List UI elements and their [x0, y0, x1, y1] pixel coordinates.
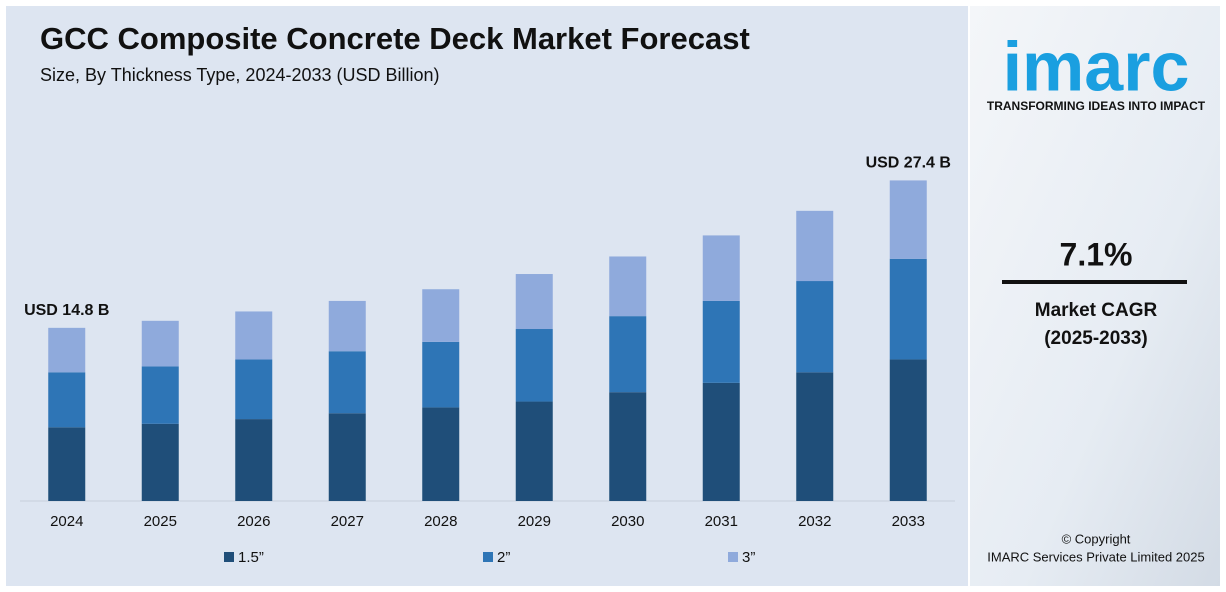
x-tick-label: 2029 [518, 513, 551, 530]
x-tick-label: 2025 [144, 513, 177, 530]
copyright: © Copyright [1062, 531, 1131, 546]
bar-segment [235, 359, 273, 420]
bar-segment [141, 423, 179, 501]
chart-subtitle: Size, By Thickness Type, 2024-2033 (USD … [40, 65, 440, 85]
x-tick-label: 2033 [892, 513, 925, 530]
bar-segment [889, 258, 927, 360]
legend-swatch [728, 552, 738, 562]
legend-swatch [224, 552, 234, 562]
x-tick-label: 2032 [798, 513, 831, 530]
company: IMARC Services Private Limited 2025 [987, 549, 1204, 564]
bar-segment [328, 300, 366, 352]
bar-segment [796, 210, 834, 282]
legend-label: 2” [497, 549, 510, 566]
cagr-label: Market CAGR [1035, 300, 1158, 321]
tagline: TRANSFORMING IDEAS INTO IMPACT [987, 99, 1206, 113]
x-tick-label: 2030 [611, 513, 644, 530]
bar-segment [702, 300, 740, 383]
bar-segment [141, 366, 179, 424]
bar-segment [48, 427, 86, 501]
x-tick-label: 2031 [705, 513, 738, 530]
bar-segment [515, 274, 553, 330]
bar-segment [48, 327, 86, 373]
bar-segment [796, 281, 834, 373]
x-tick-label: 2026 [237, 513, 270, 530]
cagr-value: 7.1% [1060, 236, 1133, 272]
logo: imarc [1003, 27, 1190, 105]
bar-segment [889, 359, 927, 501]
total-label: USD 27.4 B [866, 155, 951, 172]
total-label: USD 14.8 B [24, 302, 109, 319]
bar-segment [609, 256, 647, 317]
bar-segment [889, 180, 927, 259]
bar-segment [48, 372, 86, 428]
bar-segment [796, 372, 834, 501]
bar-segment [702, 382, 740, 501]
cagr-period: (2025-2033) [1044, 328, 1148, 349]
x-tick-label: 2028 [424, 513, 457, 530]
bar-segment [141, 320, 179, 367]
sidebar-background [970, 6, 1220, 586]
legend-label: 1.5” [238, 549, 264, 566]
bar-segment [515, 329, 553, 402]
x-tick-label: 2027 [331, 513, 364, 530]
bar-segment [609, 316, 647, 393]
bar-segment [422, 289, 460, 342]
chart-title: GCC Composite Concrete Deck Market Forec… [40, 21, 750, 56]
x-tick-label: 2024 [50, 513, 83, 530]
bar-segment [328, 413, 366, 501]
bar-segment [235, 419, 273, 501]
bar-segment [515, 401, 553, 501]
bar-segment [235, 311, 273, 360]
bar-segment [422, 407, 460, 501]
bar-segment [328, 351, 366, 414]
bar-segment [422, 341, 460, 408]
bar-segment [702, 235, 740, 301]
legend-swatch [483, 552, 493, 562]
bar-segment [609, 392, 647, 501]
legend-label: 3” [742, 549, 755, 566]
